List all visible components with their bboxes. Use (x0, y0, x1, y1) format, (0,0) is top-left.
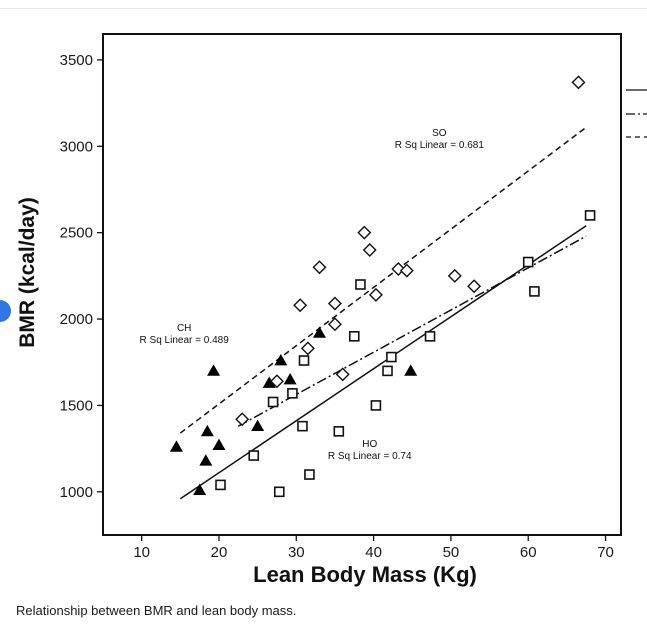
ch-point (262, 376, 276, 388)
ch-point (251, 419, 265, 432)
so-point (571, 75, 586, 90)
so-point (362, 242, 377, 257)
ch-point (200, 424, 214, 437)
x-axis-title: Lean Body Mass (Kg) (253, 562, 477, 587)
so-point (300, 341, 315, 356)
so-point (235, 412, 250, 427)
ho-point (584, 210, 596, 221)
ho-point (267, 396, 279, 408)
y-axis-title: BMR (kcal/day) (16, 197, 39, 348)
x-tick-label: 50 (443, 544, 460, 561)
x-tick-label: 10 (133, 544, 150, 561)
ho-point (355, 279, 366, 290)
y-tick-label: 3000 (60, 138, 93, 155)
so-fit-line (179, 126, 587, 434)
ch-point (212, 438, 226, 451)
ch-fit-line (237, 235, 587, 427)
ho-point (348, 331, 360, 342)
plot-frame (102, 33, 622, 536)
so-point (357, 225, 372, 240)
ho-point (424, 331, 436, 342)
ch-point (199, 454, 213, 466)
x-tick-label: 70 (597, 544, 614, 561)
ch-point (274, 354, 288, 366)
so-point (327, 296, 342, 311)
ho-point (215, 479, 226, 491)
top-divider (0, 8, 647, 9)
y-tick-label: 3500 (60, 52, 93, 69)
ho-point (386, 351, 397, 363)
ch-point (193, 483, 207, 495)
ho-point (297, 420, 308, 432)
ho-point (304, 469, 315, 480)
ho-group-label: HO (362, 439, 377, 450)
so-point (447, 268, 462, 283)
ho-point (529, 286, 540, 297)
so-point (312, 260, 327, 275)
ch-r-squared-label: R Sq Linear = 0.489 (140, 335, 230, 346)
so-group-label: SO (432, 128, 447, 139)
ch-group-label: CH (177, 323, 191, 334)
ho-point (298, 355, 310, 366)
ho-point (333, 426, 345, 437)
ho-point (273, 486, 285, 498)
ho-fit-line (179, 225, 587, 500)
ho-point (522, 256, 534, 268)
ch-point (207, 364, 221, 376)
so-point (399, 263, 414, 278)
y-tick-label: 2500 (60, 225, 93, 242)
ho-point (248, 450, 260, 461)
so-point (467, 279, 482, 294)
scatter-chart: 10 20 30 40 50 60 70 1000 1500 2000 2500 3000 3500 Le… (16, 33, 647, 587)
y-tick-label: 2000 (60, 311, 93, 328)
ch-point (312, 326, 326, 338)
ho-point (370, 400, 382, 411)
y-tick-label: 1500 (60, 397, 93, 414)
x-tick-label: 60 (520, 544, 537, 561)
so-point (327, 317, 342, 332)
figure-caption: Relationship between BMR and lean body m… (16, 603, 297, 618)
ho-r-squared-label: R Sq Linear = 0.74 (328, 451, 412, 462)
x-tick-label: 40 (365, 544, 382, 561)
ch-point (283, 373, 297, 385)
x-tick-label: 20 (211, 544, 228, 561)
ho-point (287, 388, 298, 399)
so-point (293, 298, 308, 313)
ch-point (169, 440, 183, 452)
so-point (269, 374, 284, 389)
ch-point (404, 364, 418, 376)
blue-marker-dot (0, 300, 11, 322)
so-r-squared-label: R Sq Linear = 0.681 (395, 140, 485, 151)
legend-cropped (626, 89, 647, 138)
ho-point (382, 365, 393, 377)
x-tick-label: 30 (288, 544, 305, 561)
y-tick-label: 1000 (60, 484, 93, 501)
so-point (335, 367, 350, 382)
so-point (368, 287, 383, 302)
